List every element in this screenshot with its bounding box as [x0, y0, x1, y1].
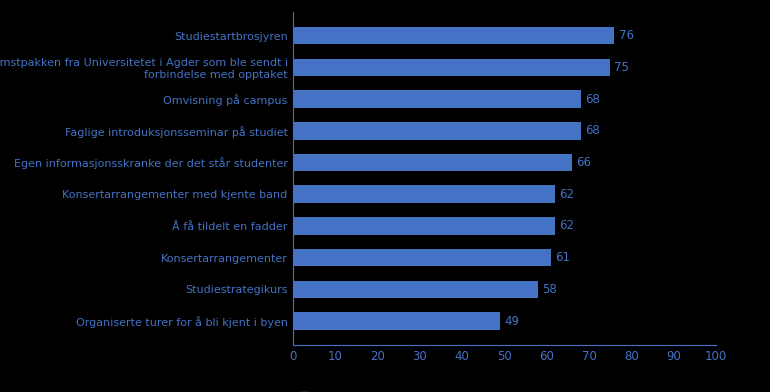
- Bar: [293, 281, 538, 298]
- Text: 58: 58: [542, 283, 557, 296]
- Legend: 2010: 2010: [299, 391, 350, 392]
- Bar: [293, 90, 581, 108]
- Text: 62: 62: [559, 220, 574, 232]
- Text: 66: 66: [576, 156, 591, 169]
- Bar: [293, 59, 610, 76]
- Text: 75: 75: [614, 61, 629, 74]
- Bar: [293, 217, 555, 235]
- Text: 76: 76: [619, 29, 634, 42]
- Text: 61: 61: [555, 251, 570, 264]
- Text: 62: 62: [559, 188, 574, 201]
- Bar: [293, 249, 551, 267]
- Bar: [293, 154, 572, 171]
- Bar: [293, 312, 500, 330]
- Bar: [293, 185, 555, 203]
- Text: 49: 49: [504, 315, 519, 328]
- Text: 68: 68: [585, 93, 600, 105]
- Bar: [293, 27, 614, 44]
- Text: 68: 68: [585, 124, 600, 137]
- Bar: [293, 122, 581, 140]
